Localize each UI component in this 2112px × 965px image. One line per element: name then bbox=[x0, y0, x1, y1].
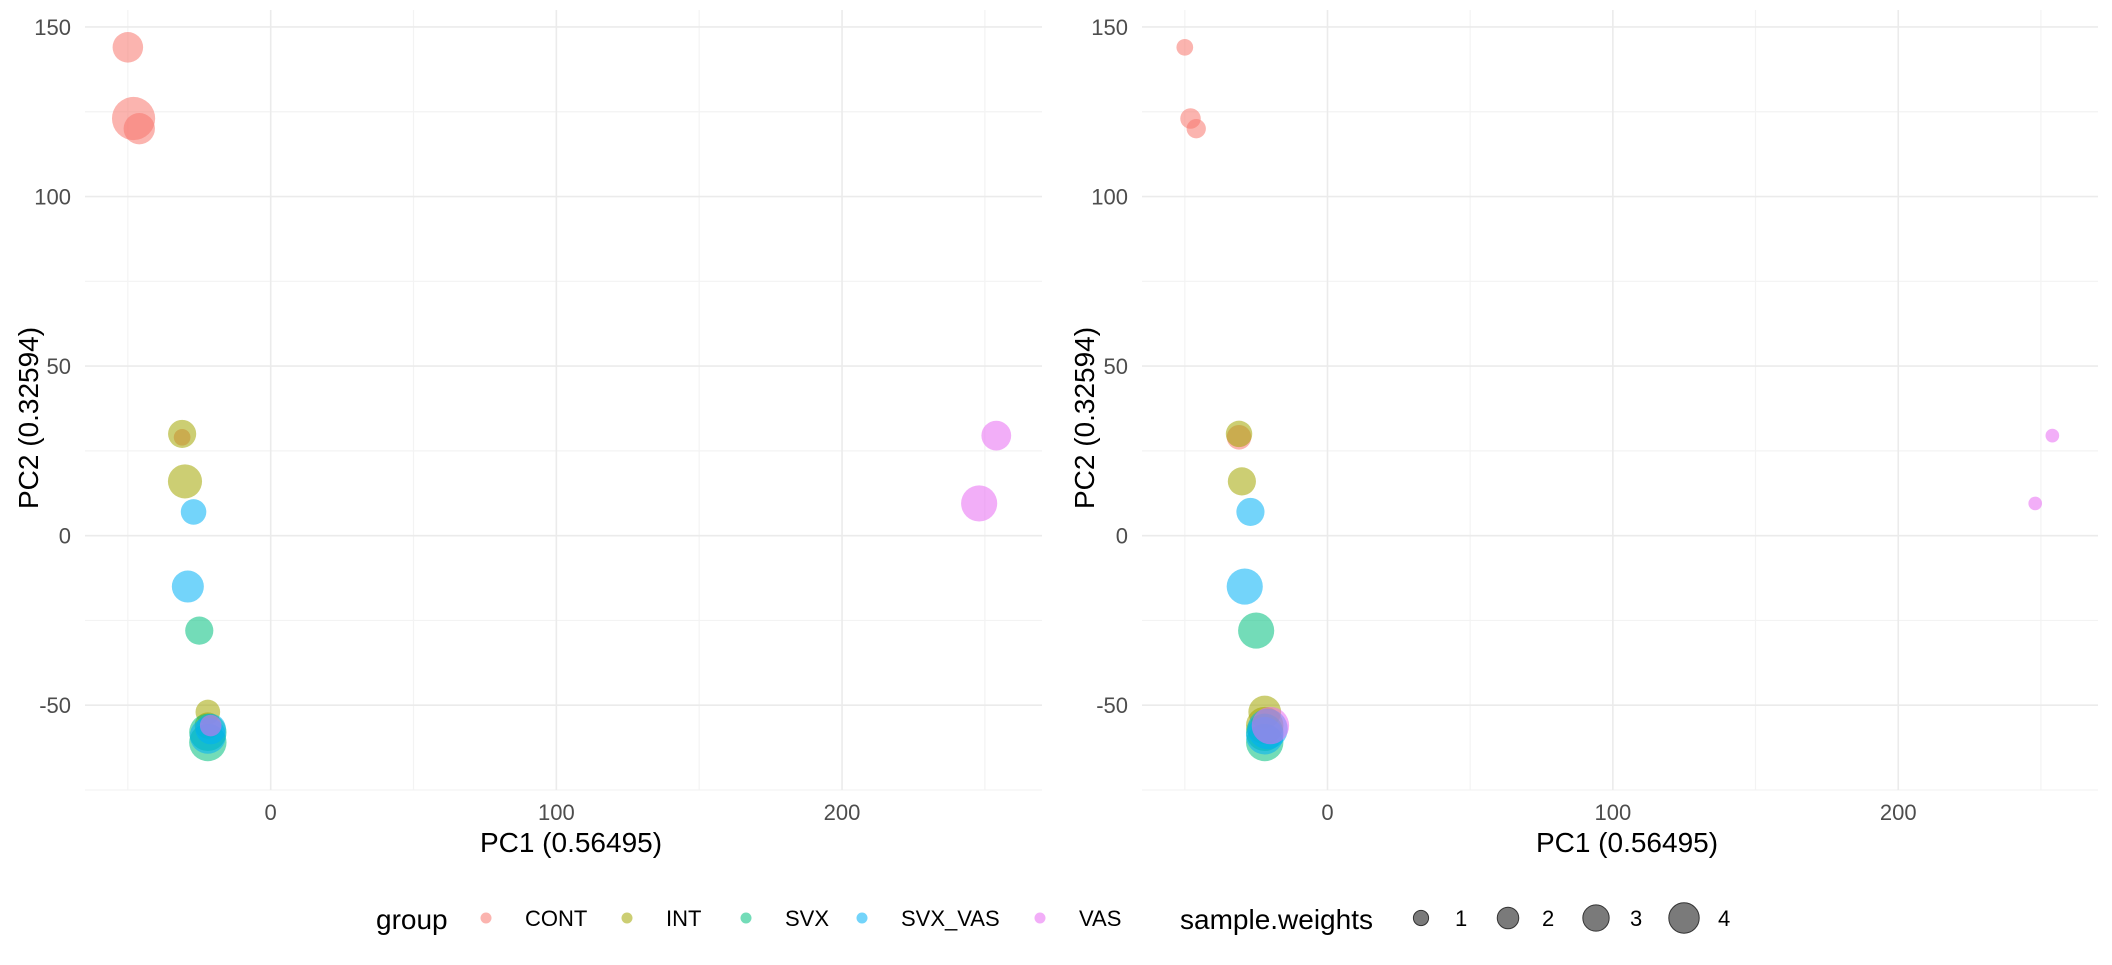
legend-label-svx-vas: SVX_VAS bbox=[901, 906, 1000, 931]
data-point-vas bbox=[981, 420, 1012, 451]
legend-group-title: group bbox=[376, 904, 448, 935]
x-tick-label: 0 bbox=[1321, 800, 1333, 825]
legend-key-cont bbox=[480, 912, 492, 924]
legend-size-label: 2 bbox=[1542, 906, 1554, 931]
data-point-vas bbox=[199, 714, 222, 737]
data-point-vas bbox=[2045, 428, 2060, 443]
data-point-vas bbox=[2028, 496, 2043, 511]
data-point-svx bbox=[1238, 612, 1275, 649]
y-tick-label: -50 bbox=[1096, 693, 1128, 718]
x-tick-label: 200 bbox=[1880, 800, 1917, 825]
data-point-cont bbox=[1176, 38, 1194, 56]
legend-size-label: 4 bbox=[1718, 906, 1730, 931]
x-tick-label: 100 bbox=[538, 800, 575, 825]
y-tick-label: 100 bbox=[34, 185, 71, 210]
data-point-int bbox=[1227, 467, 1256, 496]
legend-label-int: INT bbox=[666, 906, 701, 931]
grid-layer bbox=[85, 10, 1042, 791]
legend-size-label: 1 bbox=[1455, 906, 1467, 931]
y-tick-label: 100 bbox=[1091, 185, 1128, 210]
legend-key-svx-vas bbox=[856, 912, 868, 924]
y-tick-label: -50 bbox=[39, 693, 71, 718]
y-tick-label: 50 bbox=[1104, 354, 1128, 379]
x-tick-label: 100 bbox=[1595, 800, 1632, 825]
panel-right: 0 100 200 -50 0 50 100 150 PC1 (0.56495) PC2 (0… bbox=[1069, 10, 2098, 858]
data-point-cont bbox=[123, 113, 155, 145]
legend-size-label: 3 bbox=[1630, 906, 1642, 931]
data-point-int bbox=[1225, 420, 1253, 448]
legend-key-svx bbox=[740, 912, 752, 924]
x-tick-label: 200 bbox=[824, 800, 861, 825]
y-axis-title: PC2 (0.32594) bbox=[1069, 327, 1100, 509]
legend-size-key bbox=[1582, 904, 1610, 932]
data-point-svx-vas bbox=[171, 570, 204, 603]
legend-key-vas bbox=[1034, 912, 1046, 924]
data-point-cont bbox=[112, 32, 144, 63]
data-point-vas bbox=[961, 485, 998, 522]
legend-size-title: sample.weights bbox=[1180, 904, 1373, 935]
legend-size-entries: 1 2 3 4 bbox=[1412, 902, 1730, 934]
data-point-cont bbox=[1186, 119, 1206, 139]
data-point-vas bbox=[1251, 706, 1290, 745]
legend-size-key bbox=[1412, 909, 1430, 927]
data-point-int bbox=[168, 419, 197, 448]
legend-label-svx: SVX bbox=[785, 906, 829, 931]
data-point-int bbox=[167, 464, 203, 499]
data-point-svx-vas bbox=[1236, 497, 1265, 526]
y-tick-label: 0 bbox=[1116, 524, 1128, 549]
legend-size-key bbox=[1496, 906, 1520, 930]
y-tick-label: 50 bbox=[47, 354, 71, 379]
x-tick-label: 0 bbox=[265, 800, 277, 825]
legend-size-key bbox=[1668, 902, 1700, 934]
legend: group CONT INT SVX SVX_VAS VAS sample.weight… bbox=[376, 902, 1730, 935]
points-layer bbox=[111, 32, 1012, 762]
x-axis-title: PC1 (0.56495) bbox=[1536, 827, 1718, 858]
legend-group-entries: CONT INT SVX SVX_VAS VAS bbox=[480, 906, 1121, 931]
y-tick-label: 0 bbox=[59, 524, 71, 549]
legend-key-int bbox=[621, 912, 633, 924]
grid-layer bbox=[1142, 10, 2098, 791]
data-point-svx-vas bbox=[180, 499, 207, 525]
y-tick-label: 150 bbox=[34, 15, 71, 40]
legend-label-vas: VAS bbox=[1079, 906, 1121, 931]
data-point-svx-vas bbox=[1226, 568, 1263, 605]
legend-label-cont: CONT bbox=[525, 906, 587, 931]
data-point-svx bbox=[185, 616, 214, 645]
points-layer bbox=[1176, 38, 2060, 762]
ticks-layer: 0 100 200 -50 0 50 100 150 bbox=[34, 15, 860, 825]
ticks-layer: 0 100 200 -50 0 50 100 150 bbox=[1091, 15, 1916, 825]
y-axis-title: PC2 (0.32594) bbox=[13, 327, 44, 509]
x-axis-title: PC1 (0.56495) bbox=[480, 827, 662, 858]
y-tick-label: 150 bbox=[1091, 15, 1128, 40]
panel-left: 0 100 200 -50 0 50 100 150 PC1 (0.56495) PC2 (0… bbox=[13, 10, 1042, 858]
